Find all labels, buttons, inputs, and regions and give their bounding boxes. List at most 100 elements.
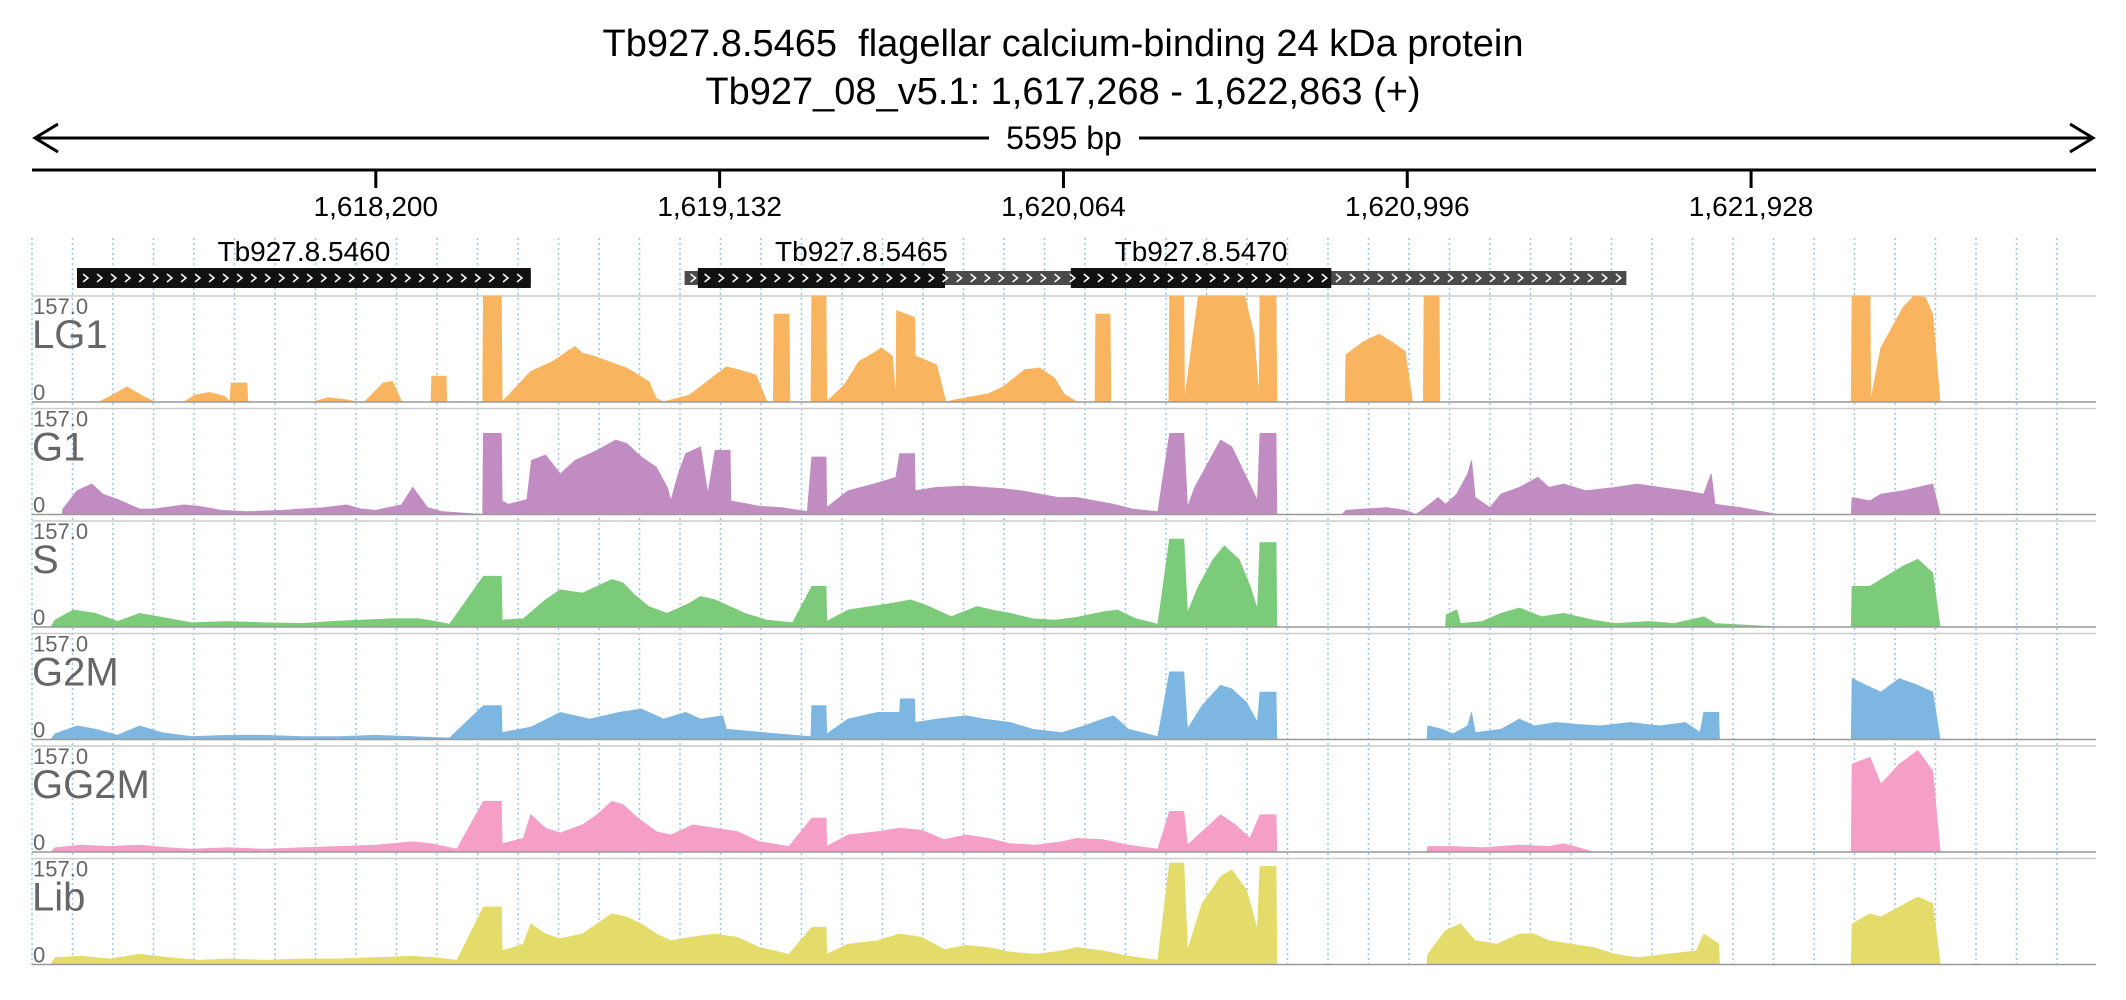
strand-arrow (788, 273, 795, 283)
strand-arrow (96, 273, 104, 283)
span-arrow-right (2069, 122, 2096, 154)
coverage-tracks: 157.00LG1157.00G1157.00S157.00G2M157.00G… (32, 294, 2096, 968)
strand-arrow (222, 273, 230, 283)
strand-arrow (446, 273, 454, 283)
strand-arrow (418, 273, 426, 283)
span-label: 5595 bp (1006, 120, 1122, 156)
track-max-label: 157.0 (33, 407, 88, 432)
strand-arrow (1559, 273, 1567, 283)
strand-arrow (1405, 273, 1413, 283)
strand-arrow (1587, 273, 1595, 283)
gene-feature[interactable]: Tb927.8.5465 (684, 236, 1072, 288)
strand-arrow (1363, 273, 1371, 283)
strand-arrow (1237, 273, 1245, 283)
track-g2m: 157.0 0 G2M (32, 632, 2096, 743)
strand-arrow (1601, 273, 1609, 283)
strand-arrow (390, 273, 398, 283)
strand-arrow (1349, 273, 1357, 283)
strand-arrow (292, 273, 300, 283)
strand-arrow (362, 273, 370, 283)
strand-arrow (334, 273, 342, 283)
strand-arrow (194, 273, 202, 283)
strand-arrow (970, 273, 977, 283)
coordinate-axis: 1,618,200 1,619,132 1,620,064 1,620,996 1,62… (32, 168, 2096, 222)
strand-arrow (1195, 273, 1203, 283)
strand-arrow (488, 273, 496, 283)
strand-arrow (152, 273, 160, 283)
strand-arrow (1167, 273, 1175, 283)
strand-arrow (1377, 273, 1385, 283)
strand-arrow (180, 273, 188, 283)
track-name: G2M (32, 651, 119, 695)
strand-arrow (138, 273, 146, 283)
strand-arrow (320, 273, 328, 283)
coverage-area (32, 538, 2096, 628)
strand-arrow (404, 273, 412, 283)
strand-arrow (1181, 273, 1189, 283)
strand-arrow (1097, 273, 1105, 283)
strand-arrow (858, 273, 865, 283)
strand-arrow (1433, 273, 1441, 283)
chart-title: Tb927.8.5465 flagellar calcium-binding 2… (602, 23, 1524, 65)
track-max-label: 157.0 (33, 632, 88, 657)
track-name: GG2M (32, 763, 150, 807)
strand-arrow (1293, 273, 1301, 283)
strand-arrow (872, 273, 879, 283)
track-min-label: 0 (33, 830, 45, 855)
strand-arrow (816, 273, 823, 283)
track-max-label: 157.0 (33, 857, 88, 882)
strand-arrow (82, 273, 90, 283)
strand-arrow (1012, 273, 1019, 283)
gene-feature[interactable]: Tb927.8.5460 (77, 236, 531, 288)
track-min-label: 0 (33, 943, 45, 968)
strand-arrow (802, 273, 809, 283)
coverage-area (32, 295, 2096, 404)
span-indicator: 5595 bp (32, 120, 2096, 156)
strand-arrow (1447, 273, 1455, 283)
track-max-label: 157.0 (33, 294, 88, 319)
strand-arrow (1125, 273, 1133, 283)
gene-feature[interactable]: Tb927.8.5470 (1063, 236, 1627, 288)
strand-arrow (250, 273, 258, 283)
strand-arrow (760, 273, 767, 283)
gene-annotations: Tb927.8.5460 Tb927.8.5465 Tb927.8.5470 (77, 236, 1627, 288)
strand-arrow (208, 273, 216, 283)
strand-arrow (278, 273, 286, 283)
track-name: LG1 (32, 313, 108, 357)
strand-arrow (502, 273, 510, 283)
strand-arrow (1419, 273, 1427, 283)
strand-arrow (236, 273, 244, 283)
strand-arrow (1475, 273, 1483, 283)
track-lib: 157.0 0 Lib (32, 857, 2096, 968)
strand-arrow (774, 273, 781, 283)
strand-arrow (718, 273, 725, 283)
strand-arrow (942, 273, 949, 283)
strand-arrow (914, 273, 921, 283)
coverage-area (32, 750, 2096, 853)
strand-arrow (1265, 273, 1273, 283)
strand-arrow (124, 273, 132, 283)
span-arrow-left (32, 122, 59, 154)
strand-arrow (1069, 273, 1077, 283)
strand-arrow (732, 273, 739, 283)
gene-label: Tb927.8.5460 (217, 236, 390, 267)
gene-cds (77, 268, 531, 288)
track-min-label: 0 (33, 718, 45, 743)
strand-arrow (1040, 273, 1047, 283)
strand-arrow (1307, 273, 1315, 283)
strand-arrow (516, 273, 524, 283)
gene-label: Tb927.8.5470 (1115, 236, 1288, 267)
tick-label: 1,620,064 (1001, 191, 1126, 222)
strand-arrow (998, 273, 1005, 283)
strand-arrow (956, 273, 963, 283)
track-name: Lib (32, 876, 85, 920)
track-min-label: 0 (33, 493, 45, 518)
track-name: S (32, 538, 59, 582)
strand-arrow (1321, 273, 1329, 283)
strand-arrow (1517, 273, 1525, 283)
tick-label: 1,621,928 (1689, 191, 1814, 222)
strand-arrow (1279, 273, 1287, 283)
strand-arrow (928, 273, 935, 283)
strand-arrow (1111, 273, 1119, 283)
